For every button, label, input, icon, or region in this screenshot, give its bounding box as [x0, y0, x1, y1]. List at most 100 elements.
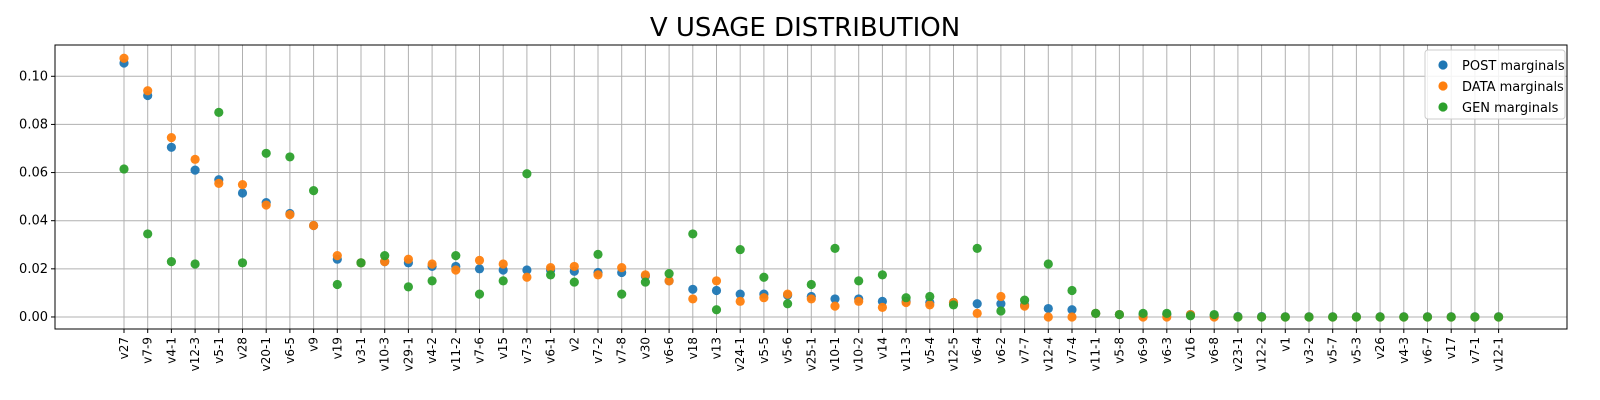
point-data-marginals	[925, 300, 935, 310]
legend-box	[1424, 49, 1566, 120]
point-gen-marginals	[237, 258, 248, 268]
legend-marker	[1438, 102, 1448, 112]
x-tick-label: v7-2	[591, 337, 605, 364]
point-post-marginals	[688, 284, 698, 294]
point-gen-marginals	[593, 249, 603, 259]
point-gen-marginals	[664, 269, 674, 279]
legend: POST marginals DATA marginals GEN marginal…	[1424, 49, 1566, 120]
point-gen-marginals	[1446, 312, 1456, 322]
point-post-marginals	[996, 299, 1006, 309]
x-tick-label: v17	[1444, 337, 1458, 359]
point-gen-marginals	[688, 229, 698, 239]
x-tick-label: v6-5	[283, 337, 297, 364]
x-tick-label: v12-1	[1492, 337, 1506, 371]
point-data-marginals	[522, 272, 532, 282]
point-gen-marginals	[1162, 308, 1172, 318]
x-tick-label: v15	[496, 337, 510, 359]
x-tick-label: v3-2	[1302, 337, 1316, 364]
x-tick-label: v12-4	[1041, 337, 1055, 371]
legend-marker	[1438, 81, 1448, 91]
x-tick-label: v3-1	[354, 337, 368, 364]
point-gen-marginals	[759, 272, 769, 282]
x-tick-label: v12-3	[188, 337, 202, 371]
x-tick-label: v5-1	[212, 337, 226, 364]
x-tick-label: v2	[567, 337, 581, 352]
x-tick-label: v6-4	[970, 337, 984, 364]
point-data-marginals	[474, 255, 485, 266]
point-data-marginals	[972, 308, 982, 318]
point-data-marginals	[806, 294, 816, 304]
point-data-marginals	[759, 293, 769, 303]
x-tick-label: v18	[686, 337, 700, 359]
point-data-marginals	[830, 301, 840, 311]
point-gen-marginals	[1091, 308, 1101, 318]
point-post-marginals	[830, 294, 840, 304]
point-gen-marginals	[569, 277, 579, 287]
y-tick-label: 0.02	[19, 262, 48, 277]
point-data-marginals	[711, 276, 722, 286]
point-gen-marginals	[498, 276, 508, 286]
point-gen-marginals	[1494, 312, 1504, 322]
point-gen-marginals	[309, 186, 319, 196]
point-data-marginals	[877, 302, 888, 312]
point-gen-marginals	[1304, 312, 1314, 322]
point-data-marginals	[261, 200, 271, 210]
point-post-marginals	[237, 188, 248, 198]
point-gen-marginals	[1375, 312, 1385, 322]
point-data-marginals	[403, 254, 413, 264]
point-gen-marginals	[1138, 308, 1148, 318]
x-tick-label: v12-2	[1255, 337, 1269, 371]
x-tick-label: v10-1	[828, 337, 842, 371]
point-gen-marginals	[332, 279, 342, 290]
x-tick-label: v7-4	[1065, 337, 1079, 364]
point-post-marginals	[166, 142, 176, 152]
x-tick-label: v24-1	[733, 337, 747, 371]
point-gen-marginals	[948, 300, 959, 310]
point-gen-marginals	[783, 299, 793, 309]
point-gen-marginals	[830, 243, 840, 253]
point-data-marginals	[309, 220, 319, 231]
point-data-marginals	[237, 179, 248, 190]
point-data-marginals	[427, 259, 437, 269]
point-gen-marginals	[427, 276, 437, 286]
x-tick-label: v10-3	[378, 337, 392, 371]
x-tick-label: v6-2	[994, 337, 1008, 364]
point-gen-marginals	[1351, 312, 1361, 322]
x-tick-label: v5-7	[1326, 337, 1340, 364]
x-tick-label: v11-1	[1089, 337, 1103, 371]
point-data-marginals	[996, 291, 1006, 302]
point-post-marginals	[1043, 303, 1053, 314]
point-gen-marginals	[546, 270, 556, 280]
x-tick-label: v23-1	[1231, 337, 1245, 371]
legend-label: DATA marginals	[1462, 80, 1564, 95]
x-tick-label: v4-2	[425, 337, 439, 364]
y-tick-label: 0.08	[19, 117, 48, 132]
x-tick-label: v19	[330, 337, 344, 359]
point-gen-marginals	[640, 277, 651, 287]
point-data-marginals	[854, 296, 864, 306]
x-tick-label: v6-3	[1160, 337, 1174, 364]
point-gen-marginals	[451, 250, 461, 261]
point-data-marginals	[190, 154, 200, 164]
point-gen-marginals	[1020, 295, 1030, 305]
data-points	[119, 53, 1504, 322]
point-data-marginals	[119, 53, 129, 63]
x-tick-label: v7-9	[141, 337, 155, 364]
point-gen-marginals	[877, 270, 888, 280]
x-tick-label: v10-2	[852, 337, 866, 371]
point-gen-marginals	[1470, 312, 1480, 322]
point-post-marginals	[474, 264, 485, 274]
x-tick-label: v12-5	[947, 337, 961, 371]
x-tick-label: v5-6	[781, 337, 795, 364]
x-tick-label: v20-1	[259, 337, 273, 371]
x-tick-label: v7-3	[520, 337, 534, 364]
x-tick-label: v29-1	[401, 337, 415, 371]
point-post-marginals	[1067, 305, 1077, 315]
point-data-marginals	[569, 261, 579, 272]
point-data-marginals	[617, 263, 627, 273]
point-data-marginals	[166, 133, 176, 143]
y-tick-label: 0.00	[19, 310, 48, 325]
x-tick-label: v16	[1184, 337, 1198, 359]
point-gen-marginals	[806, 279, 816, 290]
point-gen-marginals	[1067, 285, 1077, 296]
